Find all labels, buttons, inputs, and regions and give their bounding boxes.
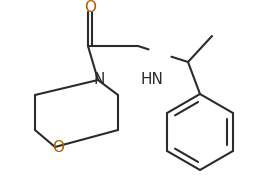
Text: N: N bbox=[93, 73, 105, 88]
Text: O: O bbox=[52, 140, 64, 156]
Text: HN: HN bbox=[140, 73, 163, 88]
Text: O: O bbox=[84, 0, 96, 14]
